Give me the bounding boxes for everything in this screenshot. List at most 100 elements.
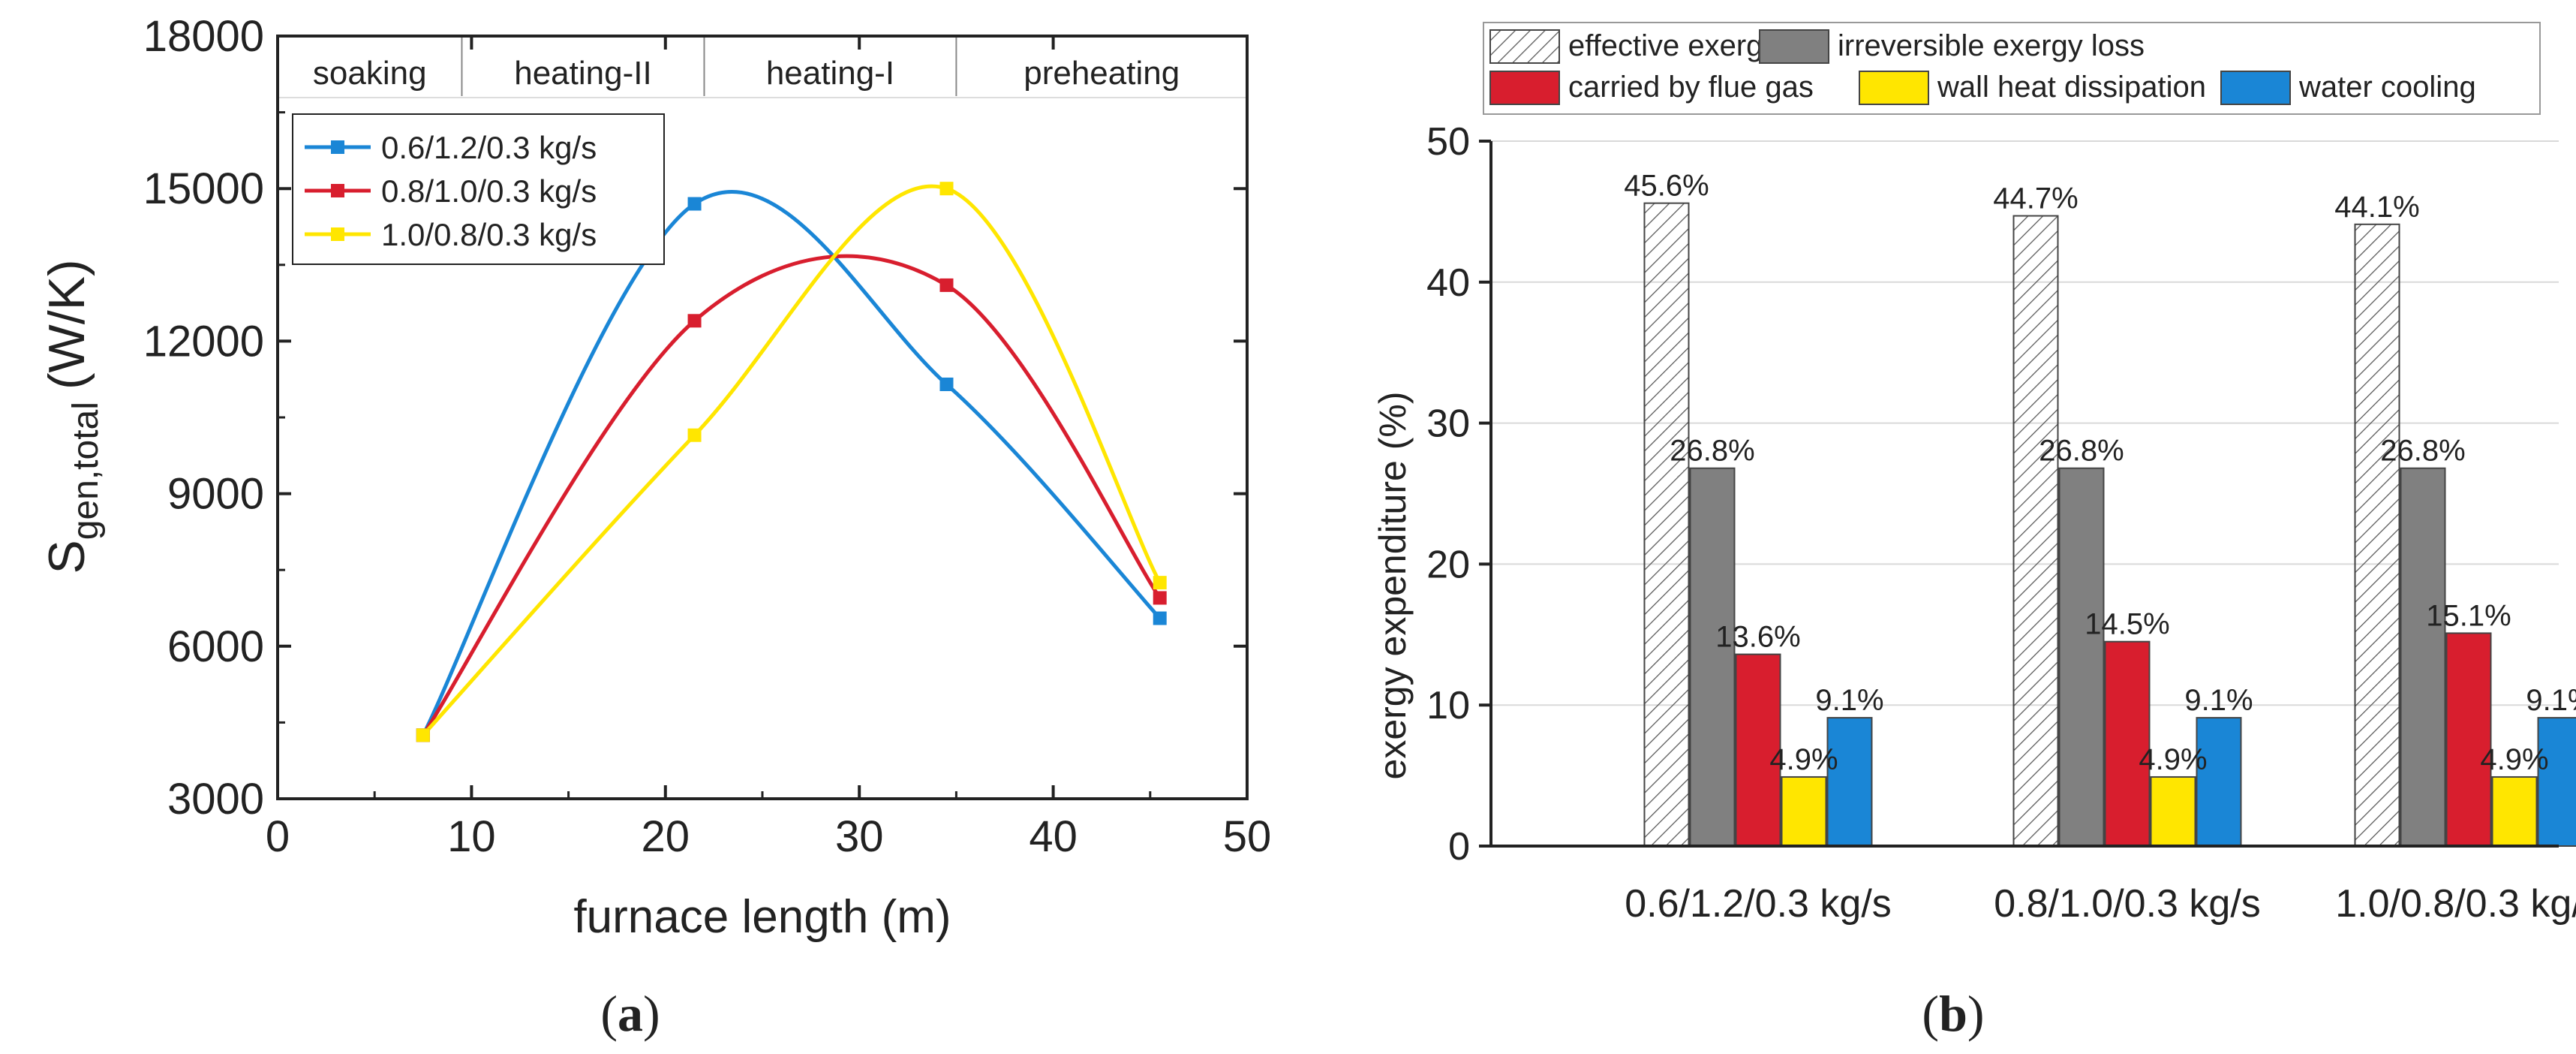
legend-marker-swatch [331, 140, 344, 154]
y-axis-title-symbol: S [38, 540, 95, 574]
series-lines [421, 184, 1162, 737]
y-tick-label: 9000 [167, 470, 264, 519]
bar-value-label: 26.8% [1670, 435, 1754, 468]
bar-chart-panel: 45.6% 26.8% 13.6% 4.9% 9.1% 44.7% 26.8% 14.5% 4.… [1372, 22, 2576, 1042]
bar [1689, 467, 1736, 847]
y-tick-label: 50 [1426, 120, 1470, 164]
y-tick-label: 18000 [143, 12, 264, 61]
legend-label: 0.6/1.2/0.3 kg/s [381, 130, 597, 165]
plot-frame [276, 35, 1249, 800]
legend-swatch [1859, 71, 1929, 105]
data-point-marker [939, 377, 954, 391]
y-axis-ticks: 0 10 20 30 40 50 [1426, 120, 1491, 869]
bar [1643, 202, 1690, 847]
y-tick-label: 10 [1426, 684, 1470, 727]
bar-value-label: 4.9% [2139, 743, 2207, 776]
bar [2354, 223, 2400, 847]
y-tick-label: 15000 [143, 164, 264, 213]
legend-marker-swatch [331, 184, 344, 197]
y-axis-title-unit: (W/K) [38, 259, 95, 390]
bars [1643, 202, 2576, 848]
bar-value-labels: 45.6% 26.8% 13.6% 4.9% 9.1% 44.7% 26.8% 14.5% 4.… [1624, 170, 2576, 776]
legend-label: water cooling [2298, 71, 2476, 104]
legend-swatch [2220, 71, 2291, 105]
x-axis-ticks: 0 10 20 30 40 50 [266, 36, 1271, 861]
data-point-marker [1153, 591, 1167, 605]
bar-value-label: 15.1% [2426, 599, 2511, 632]
panel-letter-b: b [1939, 985, 1967, 1042]
y-axis-ticks: 3000 6000 9000 12000 15000 18000 [143, 12, 1247, 824]
bar [2012, 215, 2059, 847]
bar [2150, 775, 2196, 848]
bar [2104, 640, 2151, 847]
data-point-marker [1153, 576, 1167, 590]
bar [1781, 775, 1827, 848]
x-tick-label: 20 [642, 812, 690, 861]
bar-value-label: 45.6% [1624, 170, 1709, 203]
legend-label: effective exergy [1568, 29, 1778, 62]
data-point-marker [687, 197, 702, 211]
y-tick-label: 20 [1426, 543, 1470, 586]
panel-label-b: (b) [1922, 985, 1984, 1042]
category-labels: 0.6/1.2/0.3 kg/s 0.8/1.0/0.3 kg/s 1.0/0.8/… [1625, 882, 2576, 926]
bar-value-label: 9.1% [2526, 684, 2576, 717]
panel-letter-a: a [618, 985, 643, 1042]
y-tick-label: 3000 [167, 775, 264, 824]
zone-label: heating-I [766, 55, 894, 92]
y-axis-title-subscript: gen,total [66, 402, 106, 540]
legend-label: wall heat dissipation [1937, 71, 2206, 104]
legend-marker-swatch [331, 227, 344, 241]
y-tick-label: 12000 [143, 317, 264, 366]
legend-swatch [1489, 29, 1560, 64]
x-tick-label: 10 [447, 812, 496, 861]
bar-value-label: 44.1% [2334, 191, 2419, 224]
bar-value-label: 4.9% [1769, 743, 1838, 776]
x-tick-label: 0 [266, 812, 290, 861]
bar [2196, 717, 2242, 847]
x-tick-label: 50 [1223, 812, 1272, 861]
zone-label: soaking [313, 55, 427, 92]
category-label: 1.0/0.8/0.3 kg/s [2335, 882, 2576, 926]
bar [1826, 717, 1873, 847]
bar-value-label: 9.1% [1815, 684, 1883, 717]
data-point-marker [939, 182, 954, 196]
legend-label: carried by flue gas [1568, 71, 1814, 104]
data-point-marker [687, 428, 702, 442]
series-line [421, 254, 1162, 736]
bar [2537, 717, 2576, 847]
y-tick-label: 0 [1448, 825, 1470, 869]
legend: 0.6/1.2/0.3 kg/s 0.8/1.0/0.3 kg/s 1.0/0.8/… [292, 113, 665, 265]
bar-value-label: 9.1% [2184, 684, 2253, 717]
category-label: 0.6/1.2/0.3 kg/s [1625, 882, 1892, 926]
data-point-marker [939, 278, 954, 292]
y-axis-title: exergy expenditure (%) [1372, 392, 1414, 780]
series-line [421, 184, 1162, 737]
bar-value-label: 14.5% [2085, 608, 2169, 641]
legend-swatch [1489, 71, 1560, 105]
y-tick-label: 40 [1426, 261, 1470, 305]
x-axis-title: furnace length (m) [573, 891, 951, 943]
data-point-marker [416, 728, 430, 742]
bar-value-label: 13.6% [1715, 621, 1800, 654]
panel-label-a: (a) [600, 985, 660, 1042]
bar-value-label: 4.9% [2480, 743, 2548, 776]
x-tick-label: 30 [835, 812, 884, 861]
series-line [421, 190, 1162, 736]
legend: effective exergy irreversible exergy loss… [1483, 22, 2541, 115]
data-point-marker [687, 314, 702, 328]
bar [2400, 467, 2446, 847]
bar [2058, 467, 2105, 847]
bar-value-label: 26.8% [2380, 435, 2465, 468]
x-tick-label: 40 [1029, 812, 1078, 861]
legend-box [1483, 22, 2541, 115]
line-chart-panel: soaking heating-II heating-I preheating 300… [38, 12, 1271, 1042]
bar [1735, 653, 1781, 847]
y-tick-label: 6000 [167, 622, 264, 671]
y-tick-label: 30 [1426, 402, 1470, 446]
zone-label: heating-II [514, 55, 651, 92]
zone-labels: soaking heating-II heating-I preheating [278, 36, 1247, 98]
bar-value-label: 44.7% [1993, 182, 2078, 215]
legend-label: 0.8/1.0/0.3 kg/s [381, 173, 597, 209]
category-label: 0.8/1.0/0.3 kg/s [1994, 882, 2261, 926]
